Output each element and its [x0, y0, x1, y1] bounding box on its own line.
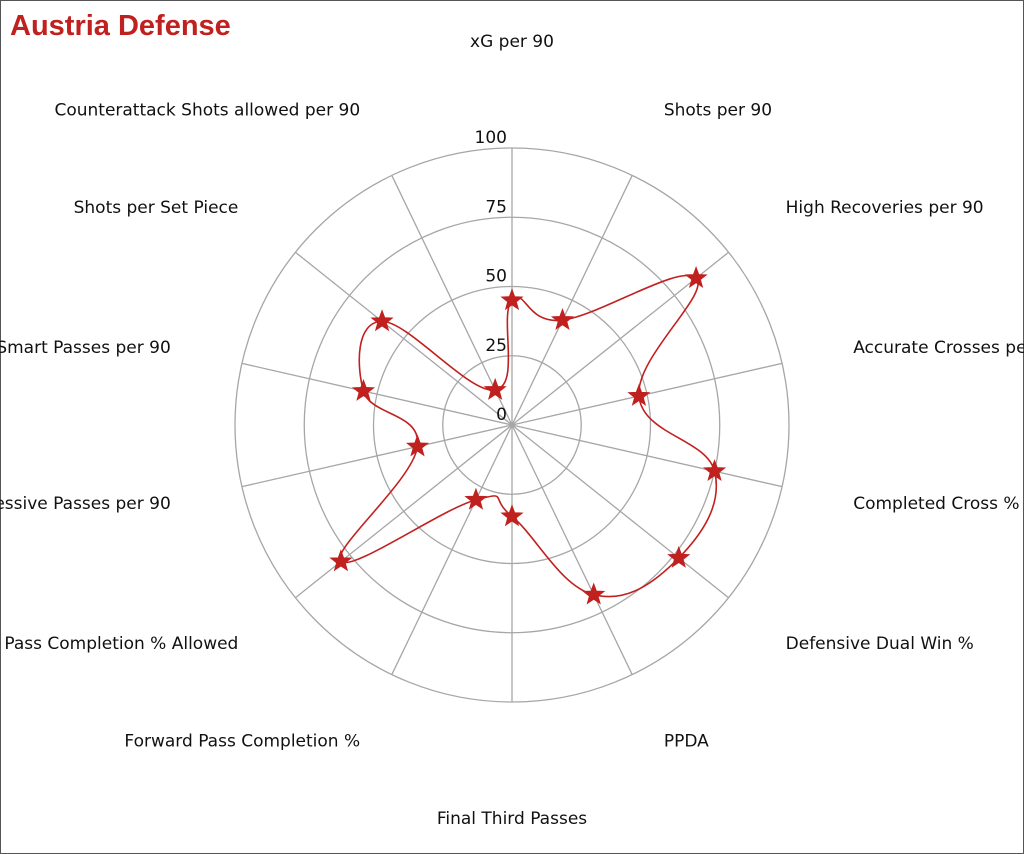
- data-point-star: [667, 545, 691, 568]
- spoke-line: [295, 251, 513, 426]
- spoke-line: [391, 424, 513, 675]
- radar-series: [329, 266, 727, 605]
- axis-label: Counterattack Shots allowed per 90: [54, 101, 360, 121]
- tick-label: 50: [485, 267, 507, 287]
- axis-label: Completed Cross % Allowed: [853, 494, 1024, 514]
- axis-labels: xG per 90 Shots per 90 High Recoveries per…: [0, 32, 1024, 829]
- axis-label: xG per 90: [470, 32, 554, 52]
- axis-label: Shots per Set Piece: [74, 198, 239, 218]
- spoke-line: [511, 424, 729, 599]
- data-point-star: [464, 487, 488, 510]
- tick-label: 0: [496, 405, 507, 425]
- data-point-star: [550, 308, 575, 331]
- tick-label: 25: [485, 336, 507, 356]
- data-point-star: [483, 377, 507, 400]
- axis-label: Defensive Dual Win %: [786, 634, 974, 654]
- data-point-star: [405, 434, 430, 457]
- data-point-star: [329, 549, 353, 572]
- data-point-star: [702, 459, 727, 482]
- data-point-star: [627, 383, 651, 406]
- axis-label: Accurate Crosses per 90: [853, 338, 1024, 358]
- data-point-star: [370, 309, 394, 332]
- series-line: [339, 274, 718, 598]
- spoke-line: [511, 424, 633, 675]
- data-point-star: [684, 266, 708, 289]
- tick-label: 100: [475, 128, 507, 148]
- spoke-line: [511, 424, 783, 488]
- spoke-line: [511, 175, 633, 426]
- radar-grid: [234, 147, 790, 703]
- axis-label: Shots per 90: [664, 101, 772, 121]
- spoke-line: [241, 362, 513, 426]
- tick-label: 75: [485, 197, 507, 217]
- axis-label: Forward Pass Completion %: [124, 731, 360, 751]
- axis-label: Final Third Passes: [437, 809, 587, 829]
- axis-label: Progressive Passes per 90: [0, 494, 171, 514]
- axis-label: Long Pass Completion % Allowed: [0, 634, 238, 654]
- data-point-star: [582, 582, 606, 605]
- data-point-star: [500, 504, 524, 527]
- spoke-line: [391, 175, 513, 426]
- chart-title: Austria Defense: [10, 10, 231, 42]
- axis-label: PPDA: [664, 731, 709, 751]
- radial-tick-labels: 0 25 50 75 100: [475, 128, 507, 425]
- data-point-star: [351, 378, 376, 401]
- spoke-line: [295, 424, 513, 599]
- axis-label: High Recoveries per 90: [786, 198, 984, 218]
- data-point-star: [500, 288, 524, 311]
- spoke-line: [241, 424, 513, 488]
- axis-label: Smart Passes per 90: [0, 338, 171, 358]
